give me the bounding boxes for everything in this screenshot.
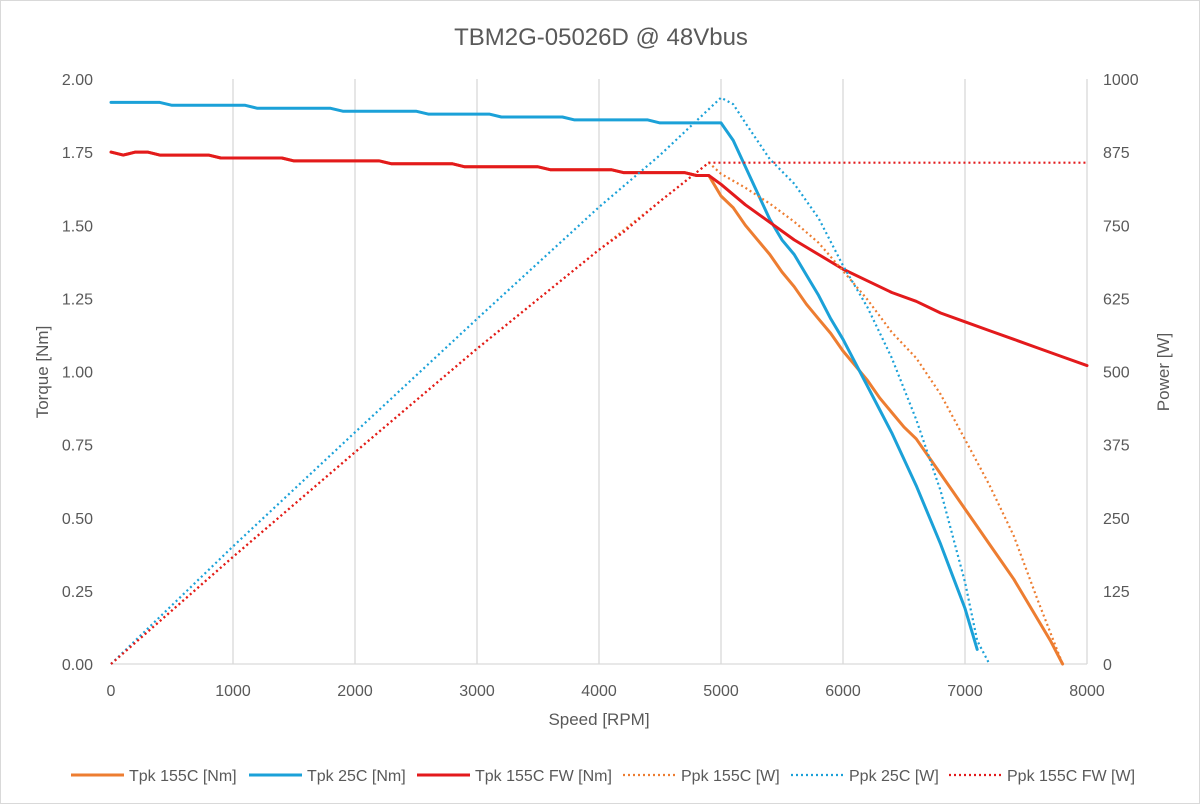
legend-item-3[interactable]: Tpk 155C FW [Nm]	[417, 768, 612, 785]
series-line-1	[109, 150, 1065, 666]
x-tick-label: 1000	[215, 683, 251, 700]
x-tick-label: 5000	[703, 683, 739, 700]
legend-item-6[interactable]: Ppk 155C FW [W]	[949, 768, 1135, 785]
legend-item-5[interactable]: Ppk 25C [W]	[791, 768, 939, 785]
y-tick-label: 1.50	[62, 218, 93, 235]
series-line-3	[109, 150, 1089, 368]
y2-tick-label: 500	[1103, 365, 1130, 382]
y2-tick-label: 375	[1103, 438, 1130, 455]
y-tick-label: 1.75	[62, 145, 93, 162]
x-axis-title: Speed [RPM]	[548, 710, 649, 729]
legend-label: Tpk 25C [Nm]	[307, 768, 406, 785]
series-line-2	[109, 100, 979, 651]
axes: 0 1000 2000 3000 4000 5000 6000 7000 80000.000.2…	[62, 72, 1139, 700]
x-tick-label: 8000	[1069, 683, 1105, 700]
y-tick-label: 1.25	[62, 291, 93, 308]
y2-axis-title: Power [W]	[1154, 333, 1173, 411]
legend-label: Ppk 155C FW [W]	[1007, 768, 1135, 785]
x-tick-label: 2000	[337, 683, 373, 700]
y2-tick-label: 0	[1103, 657, 1112, 674]
x-tick-label: 4000	[581, 683, 617, 700]
y-tick-label: 0.25	[62, 584, 93, 601]
series-line-6	[110, 161, 1087, 665]
y2-tick-label: 750	[1103, 218, 1130, 235]
y-axis-title: Torque [Nm]	[33, 326, 52, 419]
legend-label: Ppk 25C [W]	[849, 768, 939, 785]
legend-item-2[interactable]: Tpk 25C [Nm]	[249, 768, 406, 785]
chart-title: TBM2G-05026D @ 48Vbus	[454, 24, 748, 51]
y2-tick-label: 125	[1103, 584, 1130, 601]
y-tick-label: 2.00	[62, 72, 93, 89]
y2-tick-label: 625	[1103, 291, 1130, 308]
series-line-4	[110, 161, 1064, 665]
x-tick-label: 3000	[459, 683, 495, 700]
legend-item-4[interactable]: Ppk 155C [W]	[623, 768, 780, 785]
x-tick-label: 7000	[947, 683, 983, 700]
y-tick-label: 0.50	[62, 511, 93, 528]
y-tick-label: 1.00	[62, 365, 93, 382]
legend-label: Ppk 155C [W]	[681, 768, 780, 785]
legend-item-1[interactable]: Tpk 155C [Nm]	[71, 768, 237, 785]
x-tick-label: 0	[107, 683, 116, 700]
series-lines	[109, 96, 1089, 666]
y2-tick-label: 1000	[1103, 72, 1139, 89]
series-line-5	[110, 96, 991, 665]
legend[interactable]: Tpk 155C [Nm] Tpk 25C [Nm] Tpk 155C FW [Nm…	[71, 768, 1135, 785]
legend-label: Tpk 155C [Nm]	[129, 768, 237, 785]
gridlines	[111, 79, 1088, 665]
y-tick-label: 0.75	[62, 438, 93, 455]
x-tick-label: 6000	[825, 683, 861, 700]
y-tick-label: 0.00	[62, 657, 93, 674]
y2-tick-label: 250	[1103, 511, 1130, 528]
legend-label: Tpk 155C FW [Nm]	[475, 768, 612, 785]
y2-tick-label: 875	[1103, 145, 1130, 162]
